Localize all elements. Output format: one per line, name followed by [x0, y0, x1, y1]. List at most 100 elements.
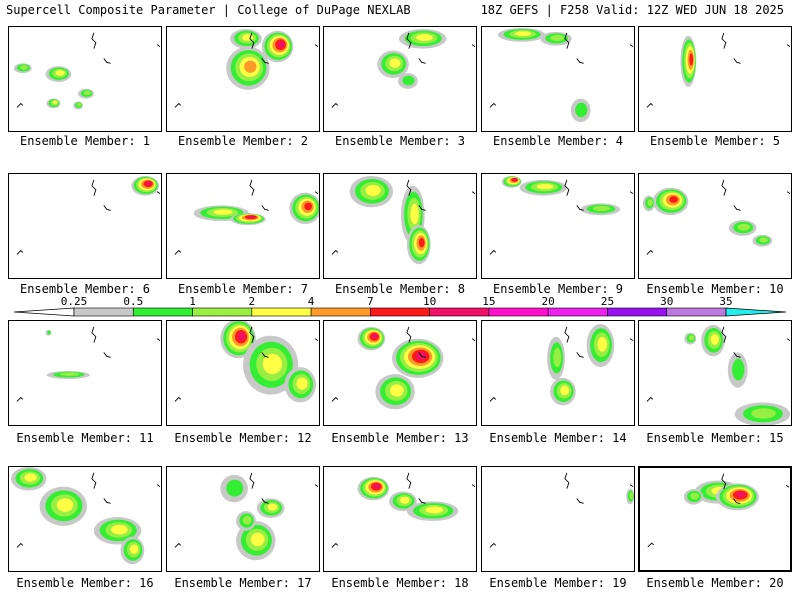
ensemble-member-panel[interactable] [323, 320, 477, 426]
scp-contour-cell [230, 28, 262, 49]
scp-contour-cell [236, 511, 256, 531]
scp-contour-cell [684, 332, 697, 345]
scp-contour-cell [120, 536, 145, 565]
scp-field-map [16, 326, 161, 402]
ensemble-member-panel[interactable] [638, 26, 792, 132]
ensemble-member-label: Ensemble Member: 15 [646, 431, 784, 445]
ensemble-member-label: Ensemble Member: 19 [489, 576, 627, 590]
colorbar-tick-label: 4 [308, 295, 315, 308]
ensemble-member-panel[interactable] [481, 26, 635, 132]
colorbar-segment [192, 307, 253, 317]
ensemble-member-panel[interactable] [481, 320, 635, 426]
scp-contour-cell [45, 329, 52, 336]
scp-contour-cell [727, 352, 748, 388]
ensemble-member-label: Ensemble Member: 11 [16, 431, 154, 445]
colorbar-tick-label: 15 [482, 295, 495, 308]
ensemble-member-panel[interactable] [323, 26, 477, 132]
ensemble-member-panel[interactable] [166, 173, 320, 279]
coastline-lines [489, 179, 634, 255]
colorbar-segment [132, 307, 193, 317]
run-valid-time: 18Z GEFS | F258 Valid: 12Z WED JUN 18 20… [480, 3, 784, 17]
ensemble-member-label: Ensemble Member: 9 [492, 282, 624, 296]
coastline-lines [16, 326, 161, 402]
ensemble-member-panel[interactable] [638, 173, 792, 279]
scp-contour-cell [406, 225, 431, 265]
ensemble-member-panel[interactable] [8, 26, 162, 132]
ensemble-member-panel[interactable] [481, 466, 635, 572]
ensemble-member-label: Ensemble Member: 3 [334, 134, 466, 148]
colorbar-segment [370, 307, 430, 317]
ensemble-member-panel[interactable] [166, 466, 320, 572]
colorbar-tick-label: 30 [660, 295, 673, 308]
ensemble-member-panel[interactable] [166, 320, 320, 426]
coastline-lines [646, 32, 791, 108]
scp-contour-cell [289, 192, 319, 225]
scp-contour-cell [570, 98, 591, 123]
scp-field-map [174, 321, 319, 403]
scp-field-map [10, 467, 161, 565]
scp-contour-cell [540, 31, 572, 46]
ensemble-member-label: Ensemble Member: 20 [646, 576, 784, 590]
ensemble-member-panel[interactable] [323, 466, 477, 572]
scp-contour-cell [45, 66, 72, 82]
scp-contour-cell [626, 488, 634, 505]
scp-field-map [646, 32, 791, 108]
coastline-lines [331, 472, 476, 548]
coastline-lines [646, 326, 791, 402]
colorbar-under-arrow [13, 307, 75, 317]
ensemble-member-panel[interactable] [638, 466, 792, 572]
colorbar-segment [547, 307, 608, 317]
scp-field-map [647, 473, 790, 548]
scp-contour-cell [377, 50, 409, 79]
ensemble-member-label: Ensemble Member: 6 [19, 282, 151, 296]
scp-field-map [489, 27, 634, 123]
colorbar-over-arrow [725, 307, 787, 317]
ensemble-member-label: Ensemble Member: 12 [174, 431, 312, 445]
ensemble-member-panel[interactable] [166, 26, 320, 132]
scp-contour-cell [230, 213, 266, 226]
colorbar-segment [488, 307, 549, 317]
scp-contour-cell [586, 323, 615, 368]
coastline-lines [174, 472, 319, 548]
ensemble-member-label: Ensemble Member: 16 [16, 576, 154, 590]
ensemble-member-label: Ensemble Member: 5 [649, 134, 781, 148]
coastline-lines [331, 326, 476, 402]
ensemble-member-panel[interactable] [638, 320, 792, 426]
colorbar-segment [429, 307, 490, 317]
ensemble-member-panel[interactable] [481, 173, 635, 279]
scp-contour-cell [519, 179, 567, 196]
ensemble-member-label: Ensemble Member: 1 [19, 134, 151, 148]
scp-contour-cell [398, 73, 418, 89]
scp-contour-cell [642, 195, 655, 212]
scp-field-map [331, 28, 476, 108]
ensemble-member-label: Ensemble Member: 8 [334, 282, 466, 296]
ensemble-member-panel[interactable] [8, 173, 162, 279]
scp-contour-cell [220, 321, 256, 359]
scp-contour-cell [46, 98, 61, 109]
scp-contour-cell [728, 220, 757, 236]
scp-contour-cell [550, 377, 576, 406]
scp-field-map [13, 32, 161, 110]
scp-contour-cell [399, 28, 447, 49]
scp-contour-cell [547, 336, 565, 380]
scp-contour-cell [46, 371, 90, 379]
scp-field-map [16, 175, 161, 255]
ensemble-member-panel[interactable] [8, 466, 162, 572]
scp-contour-cell [284, 367, 317, 403]
scp-contour-cell [261, 30, 294, 63]
ensemble-member-label: Ensemble Member: 13 [331, 431, 469, 445]
scp-contour-cell [680, 35, 697, 87]
ensemble-member-label: Ensemble Member: 18 [331, 576, 469, 590]
scp-field-map [642, 179, 791, 255]
colorbar-tick-label: 25 [601, 295, 614, 308]
ensemble-member-panel[interactable] [8, 320, 162, 426]
scp-contour-cell [226, 46, 270, 90]
scp-contour-cell [392, 338, 444, 378]
scp-contour-cell [715, 483, 759, 511]
scp-field-map [174, 28, 319, 108]
ensemble-member-panel[interactable] [323, 173, 477, 279]
scp-contour-cell [400, 185, 425, 245]
ensemble-member-label: Ensemble Member: 7 [177, 282, 309, 296]
color-scale-legend: 0.25 0.5 1 2 4 7 10 15 20 25 30 35 [13, 295, 787, 317]
